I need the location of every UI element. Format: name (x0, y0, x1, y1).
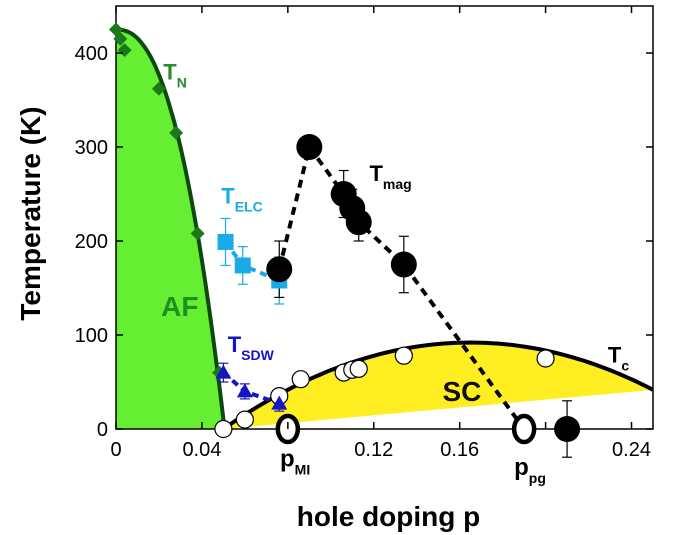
tn-point (190, 226, 205, 241)
x-tick-label: 0 (110, 439, 121, 461)
tmag-point (390, 251, 417, 278)
tmag-point (266, 256, 293, 283)
x-tick-label: 0.16 (440, 439, 479, 461)
x-axis-title: hole doping p (297, 501, 481, 532)
tsdw-point (215, 364, 232, 379)
p-pg-label: ppg (514, 454, 546, 486)
tmag-point (345, 209, 372, 236)
telc-point (217, 233, 234, 250)
y-tick-label: 400 (75, 43, 108, 65)
tn-label: TN (163, 59, 187, 90)
af-boundary-line (116, 27, 227, 429)
tmag-point (296, 134, 323, 160)
y-axis-title: Temperature (K) (15, 106, 46, 320)
tc-point (235, 410, 254, 429)
tc-point (536, 349, 555, 368)
tc-point (349, 359, 368, 378)
y-tick-label: 100 (75, 325, 108, 347)
plot-frame (115, 5, 654, 430)
tsdw-point (236, 383, 253, 398)
telc-point (234, 257, 251, 274)
tmag-point (554, 416, 581, 442)
telc-label: TELC (221, 183, 262, 214)
af-region-label: AF (161, 291, 198, 322)
tsdw-label: TSDW (228, 332, 275, 363)
critical-point-ring (511, 413, 537, 445)
tn-point (151, 81, 166, 96)
y-tick-label: 300 (75, 137, 108, 159)
p-mi-label: pMI (280, 446, 310, 478)
tc-label: Tc (608, 342, 629, 373)
tc-point (394, 346, 413, 365)
x-tick-label: 0.24 (612, 439, 651, 461)
tsdw-point (271, 395, 288, 410)
x-tick-label: 0.04 (182, 439, 221, 461)
sc-region-label: SC (442, 376, 481, 407)
tmag-label: Tmag (369, 161, 411, 192)
y-tick-label: 0 (97, 419, 108, 441)
tc-point (291, 370, 310, 389)
tc-point (214, 419, 233, 439)
tn-point (169, 125, 184, 140)
tn-point (113, 31, 128, 46)
x-tick-label: 0.12 (354, 439, 393, 461)
y-tick-label: 200 (75, 231, 108, 253)
af-region (116, 29, 225, 429)
